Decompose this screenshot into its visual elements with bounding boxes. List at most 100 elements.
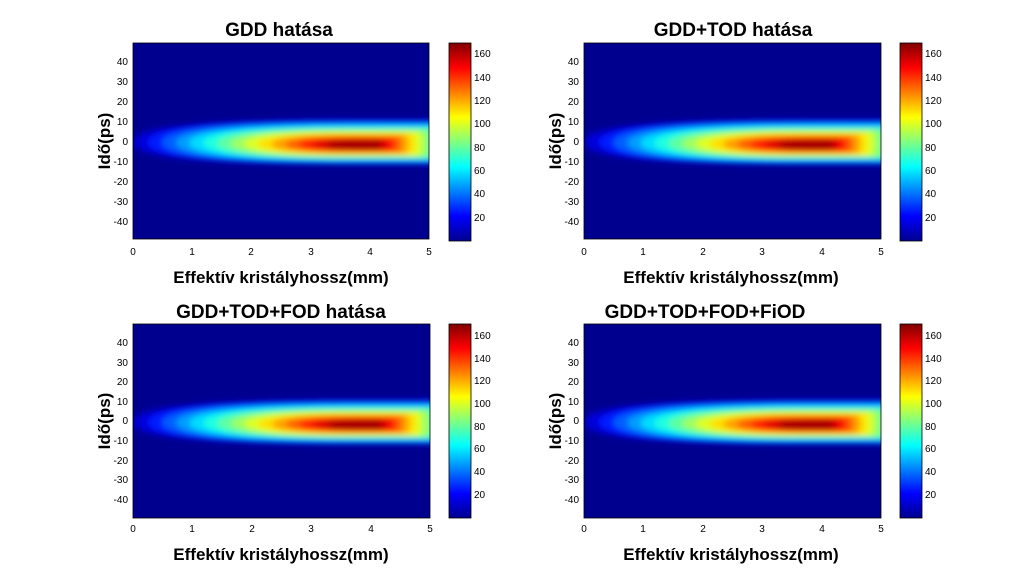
y-tick-label: -40	[114, 495, 129, 506]
x-tick-label: 4	[819, 247, 825, 258]
x-tick-label: 5	[878, 524, 884, 535]
y-tick-label: 40	[568, 57, 580, 68]
y-tick-label: -30	[114, 475, 129, 486]
y-tick-label: 40	[568, 338, 580, 349]
colorbar-tick-label: 100	[925, 119, 942, 130]
colorbar-tick-label: 140	[474, 73, 491, 84]
y-tick-label: 30	[568, 358, 580, 369]
colorbar-tick-label: 160	[925, 49, 942, 60]
colorbar-tick-label: 40	[925, 189, 937, 200]
colorbar: 160 140 120 100 80 60 40 20	[899, 42, 942, 242]
colorbar: 160 140 120 100 80 60 40 20	[448, 323, 491, 519]
colorbar-tick-label: 20	[925, 213, 937, 224]
colorbar-tick-label: 80	[474, 422, 486, 433]
colorbar-tick-label: 60	[474, 166, 486, 177]
y-tick-label: -30	[565, 197, 580, 208]
x-tick-label: 4	[367, 247, 373, 258]
x-tick-label: 3	[308, 524, 314, 535]
x-tick-label: 0	[581, 524, 587, 535]
colorbar-gradient	[899, 323, 923, 519]
x-axis-label: Effektív kristályhossz(mm)	[623, 545, 838, 564]
colorbar-tick-label: 100	[925, 399, 942, 410]
colorbar-tick-label: 60	[474, 444, 486, 455]
heatmap-panel-1: GDD hatása 40 30 20 10 0 -10 -20 -30 -40…	[95, 20, 491, 287]
colorbar-tick-label: 80	[925, 143, 937, 154]
heatmap-blob	[133, 118, 429, 166]
y-axis-label: Idő(ps)	[546, 393, 565, 450]
colorbar-tick-label: 140	[925, 73, 942, 84]
y-tick-label: 0	[122, 137, 128, 148]
colorbar-tick-labels: 160 140 120 100 80 60 40 20	[474, 49, 491, 224]
plot-frame	[132, 42, 430, 240]
y-tick-label: 30	[568, 77, 580, 88]
heatmap-panel-2: GDD+TOD hatása 40 30 20 10 0 -10 -20 -30…	[546, 20, 942, 287]
y-tick-label: 0	[122, 416, 128, 427]
heatmap-blob	[133, 398, 430, 446]
chart-title: GDD+TOD hatása	[654, 20, 813, 41]
plot-frame	[583, 323, 882, 519]
y-tick-label: 40	[117, 338, 129, 349]
y-tick-label: 10	[117, 397, 129, 408]
heatmap-area	[132, 42, 430, 240]
y-tick-label: 30	[117, 77, 129, 88]
colorbar-tick-label: 140	[925, 354, 942, 365]
x-tick-label: 1	[189, 247, 195, 258]
x-tick-label: 2	[700, 247, 706, 258]
colorbar-tick-label: 160	[474, 49, 491, 60]
x-tick-label: 3	[308, 247, 314, 258]
y-tick-label: 20	[117, 377, 129, 388]
x-tick-label: 1	[640, 247, 646, 258]
x-tick-label: 2	[700, 524, 706, 535]
colorbar-gradient	[448, 323, 472, 519]
colorbar-tick-label: 120	[925, 96, 942, 107]
x-tick-labels: 0 1 2 3 4 5	[130, 247, 432, 258]
x-axis-label: Effektív kristályhossz(mm)	[173, 268, 388, 287]
colorbar-tick-label: 160	[925, 331, 942, 342]
x-axis-label: Effektív kristályhossz(mm)	[173, 545, 388, 564]
y-tick-label: 0	[573, 137, 579, 148]
y-tick-labels: 40 30 20 10 0 -10 -20 -30 -40	[114, 338, 129, 506]
y-tick-label: -10	[114, 436, 129, 447]
x-tick-label: 0	[581, 247, 587, 258]
x-tick-label: 4	[368, 524, 374, 535]
x-tick-labels: 0 1 2 3 4 5	[581, 524, 884, 535]
chart-title: GDD hatása	[225, 20, 333, 41]
y-tick-label: -10	[565, 157, 580, 168]
x-axis-label: Effektív kristályhossz(mm)	[623, 268, 838, 287]
colorbar-tick-label: 80	[925, 422, 937, 433]
y-tick-label: -20	[565, 456, 580, 467]
y-tick-label: 20	[568, 97, 580, 108]
plot-frame	[583, 42, 882, 240]
x-tick-label: 5	[426, 247, 432, 258]
heatmap-blob	[584, 398, 881, 446]
x-tick-label: 1	[189, 524, 195, 535]
chart-title: GDD+TOD+FOD+FiOD	[605, 302, 806, 323]
heatmap-panel-4: GDD+TOD+FOD+FiOD 40 30 20 10 0 -10 -20 -…	[546, 302, 942, 564]
y-tick-label: -40	[565, 217, 580, 228]
colorbar-tick-label: 20	[474, 490, 486, 501]
y-tick-label: -20	[565, 177, 580, 188]
x-tick-label: 3	[759, 524, 765, 535]
colorbar-tick-label: 60	[925, 166, 937, 177]
x-tick-label: 1	[640, 524, 646, 535]
colorbar: 160 140 120 100 80 60 40 20	[899, 323, 942, 519]
plot-frame	[132, 323, 431, 519]
y-tick-label: 0	[573, 416, 579, 427]
colorbar-tick-label: 40	[474, 467, 486, 478]
y-axis-label: Idő(ps)	[546, 113, 565, 170]
colorbar-tick-label: 120	[474, 376, 491, 387]
x-tick-label: 2	[248, 247, 254, 258]
colorbar-tick-label: 120	[474, 96, 491, 107]
x-tick-label: 0	[130, 524, 136, 535]
y-axis-label: Idő(ps)	[95, 393, 114, 450]
heatmap-blob	[584, 118, 881, 166]
intensity-contour	[326, 140, 382, 150]
colorbar-tick-label: 140	[474, 354, 491, 365]
y-tick-labels: 40 30 20 10 0 -10 -20 -30 -40	[565, 57, 580, 228]
x-tick-label: 4	[819, 524, 825, 535]
colorbar-tick-label: 20	[925, 490, 937, 501]
x-tick-label: 3	[759, 247, 765, 258]
colorbar-tick-label: 160	[474, 331, 491, 342]
y-tick-labels: 40 30 20 10 0 -10 -20 -30 -40	[565, 338, 580, 506]
